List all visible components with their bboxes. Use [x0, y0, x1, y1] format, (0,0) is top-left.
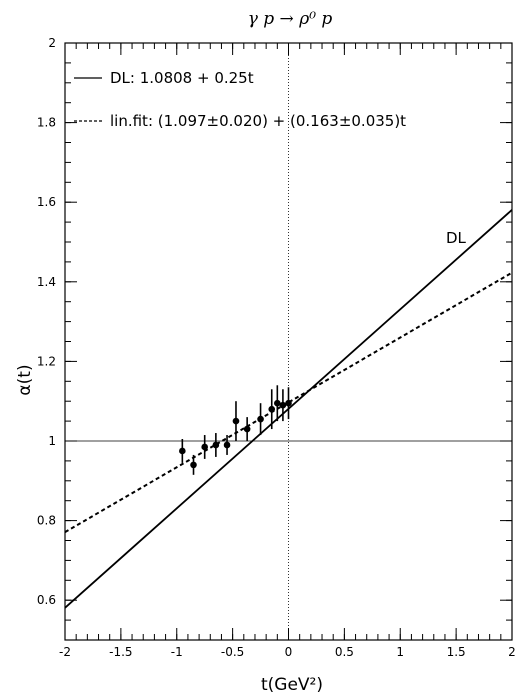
data-marker — [223, 441, 231, 449]
data-marker — [279, 401, 287, 409]
data-point — [232, 401, 240, 441]
data-point — [279, 389, 287, 422]
legend: DL: 1.0808 + 0.25t lin.fit: (1.097±0.020… — [74, 69, 406, 130]
x-axis-label: t(GeV²) — [261, 675, 323, 695]
y-axis-label: α(t) — [15, 364, 35, 395]
chart-title: γ p → ρ⁰ p — [248, 9, 333, 29]
data-point — [190, 454, 197, 475]
y-axis: 0.6 0.8 1 1.2 1.4 1.6 1.8 2 — [37, 36, 512, 641]
data-marker — [268, 405, 276, 413]
x-tick-label: -1 — [171, 645, 183, 659]
data-marker — [201, 443, 208, 451]
data-marker — [179, 447, 186, 455]
data-marker — [257, 415, 264, 423]
data-marker — [190, 461, 197, 469]
dl-line-label: DL — [446, 229, 467, 247]
y-tick-label: 1 — [48, 434, 56, 448]
reference-lines — [65, 43, 512, 640]
data-marker — [243, 425, 251, 433]
data-point — [201, 435, 208, 459]
x-tick-label: 1 — [396, 645, 404, 659]
legend-entry-fit: lin.fit: (1.097±0.020) + (0.163±0.035)t — [110, 112, 406, 130]
y-tick-label: 0.8 — [37, 514, 56, 528]
y-tick-label: 2 — [48, 36, 56, 50]
x-axis: -2 -1.5 -1 -0.5 0 0.5 1 1.5 2 — [59, 43, 516, 659]
y-tick-label: 0.6 — [37, 593, 56, 607]
data-point — [268, 389, 276, 430]
data-point — [212, 433, 220, 457]
data-marker — [212, 441, 220, 449]
y-tick-label: 1.8 — [37, 116, 56, 130]
x-tick-label: 0.5 — [335, 645, 354, 659]
data-point — [274, 385, 281, 422]
data-marker — [232, 417, 240, 425]
x-tick-label: 0 — [285, 645, 293, 659]
linear-fit-line — [64, 271, 513, 534]
x-tick-label: -0.5 — [221, 645, 244, 659]
data-marker — [285, 399, 292, 407]
x-tick-label: 2 — [508, 645, 516, 659]
x-tick-label: 1.5 — [447, 645, 466, 659]
data-marker — [274, 399, 281, 407]
x-tick-label: -1.5 — [109, 645, 132, 659]
data-point — [285, 387, 292, 420]
data-points — [179, 385, 292, 475]
data-point — [257, 403, 264, 436]
y-tick-label: 1.2 — [37, 354, 56, 368]
y-tick-label: 1.6 — [37, 195, 56, 209]
data-point — [179, 439, 186, 463]
y-tick-label: 1.4 — [37, 275, 56, 289]
x-tick-label: -2 — [59, 645, 71, 659]
data-point — [243, 417, 251, 441]
data-point — [223, 435, 231, 455]
legend-entry-dl: DL: 1.0808 + 0.25t — [110, 69, 254, 87]
